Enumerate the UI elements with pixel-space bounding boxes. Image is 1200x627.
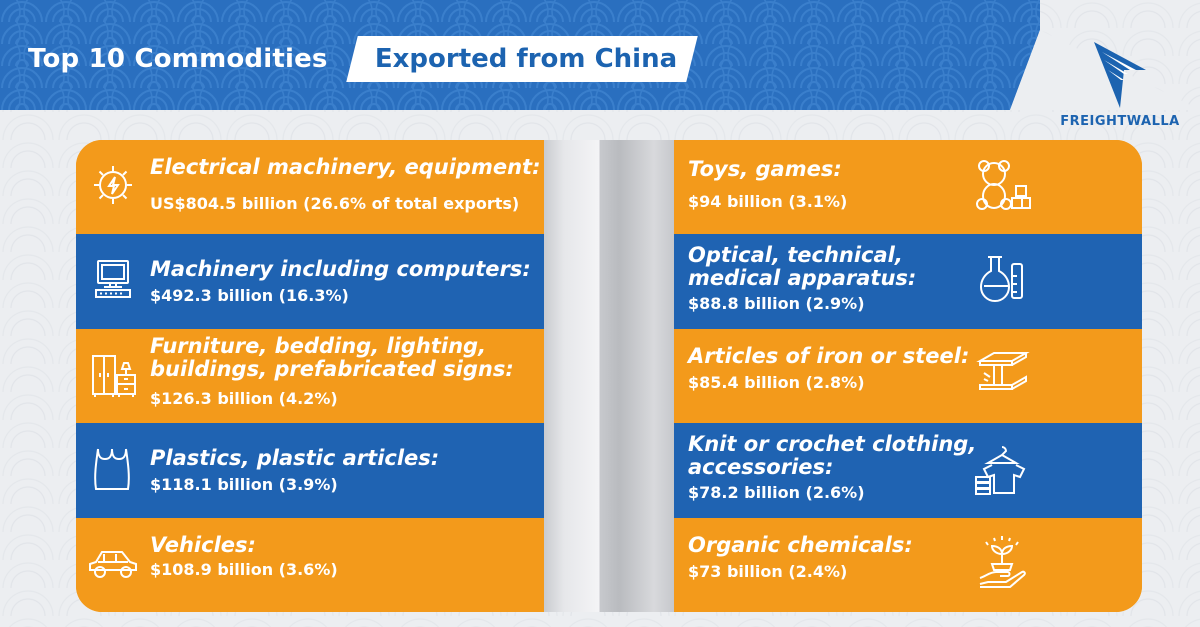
list-item: Knit or crochet clothing, accessories: $… <box>674 423 1142 518</box>
item-value: $492.3 billion (16.3%) <box>150 286 349 306</box>
item-value: US$804.5 billion (26.6% of total exports… <box>150 194 520 213</box>
item-title: Vehicles: <box>150 532 256 557</box>
gear-lightning-icon <box>90 162 136 208</box>
item-value: $108.9 billion (3.6%) <box>150 559 338 579</box>
freightwalla-logo-icon <box>1094 42 1146 108</box>
item-title: Furniture, bedding, lighting, buildings,… <box>150 333 514 381</box>
item-value: $88.8 billion (2.9%) <box>688 294 865 314</box>
teddy-bear-icon <box>976 158 1032 212</box>
list-item: Machinery including computers: $492.3 bi… <box>76 234 544 329</box>
item-value: $118.1 billion (3.9%) <box>150 475 338 495</box>
logo-text: FREIGHTWALLA <box>1060 114 1180 129</box>
item-title: Organic chemicals: <box>688 532 913 557</box>
item-value: $78.2 billion (2.6%) <box>688 483 865 503</box>
computer-icon <box>92 258 136 300</box>
item-value: $73 billion (2.4%) <box>688 561 848 581</box>
item-title: Plastics, plastic articles: <box>150 446 440 471</box>
title-part1: Top 10 Commodities <box>28 44 328 74</box>
list-item: Toys, games: $94 billion (3.1%) <box>674 140 1142 235</box>
item-title: Electrical machinery, equipment: <box>150 155 541 179</box>
list-item: Optical, technical, medical apparatus: $… <box>674 234 1142 329</box>
item-title: Knit or crochet clothing, accessories: <box>688 432 977 480</box>
plastic-bag-icon <box>92 445 132 493</box>
item-title: Machinery including computers: <box>150 257 531 282</box>
item-title: Toys, games: <box>688 157 842 181</box>
title-part2: Exported from China <box>374 44 678 74</box>
plant-hand-icon <box>976 534 1030 590</box>
commodities-card: Electrical machinery, equipment: US$804.… <box>76 140 1142 612</box>
left-column: Electrical machinery, equipment: US$804.… <box>76 140 544 612</box>
item-title: Articles of iron or steel: <box>688 343 970 368</box>
steel-beam-icon <box>976 349 1030 399</box>
furniture-icon <box>90 353 138 399</box>
list-item: Electrical machinery, equipment: US$804.… <box>76 140 544 235</box>
car-icon <box>86 544 140 584</box>
center-divider <box>544 140 674 612</box>
item-value: $126.3 billion (4.2%) <box>150 388 338 408</box>
item-title: Optical, technical, medical apparatus: <box>688 243 917 291</box>
freightwalla-logo: FREIGHTWALLA <box>1060 40 1180 132</box>
header-banner: Top 10 Commodities Exported from China <box>0 0 1200 110</box>
list-item: Vehicles: $108.9 billion (3.6%) <box>76 517 544 612</box>
right-column: Toys, games: $94 billion (3.1%) Optical,… <box>674 140 1142 612</box>
lab-flask-icon <box>978 254 1028 304</box>
item-value: $85.4 billion (2.8%) <box>688 372 865 392</box>
list-item: Articles of iron or steel: $85.4 billion… <box>674 328 1142 424</box>
list-item: Plastics, plastic articles: $118.1 billi… <box>76 423 544 518</box>
list-item: Furniture, bedding, lighting, buildings,… <box>76 328 544 424</box>
clothing-icon <box>974 443 1030 496</box>
item-value: $94 billion (3.1%) <box>688 192 848 211</box>
list-item: Organic chemicals: $73 billion (2.4%) <box>674 517 1142 612</box>
